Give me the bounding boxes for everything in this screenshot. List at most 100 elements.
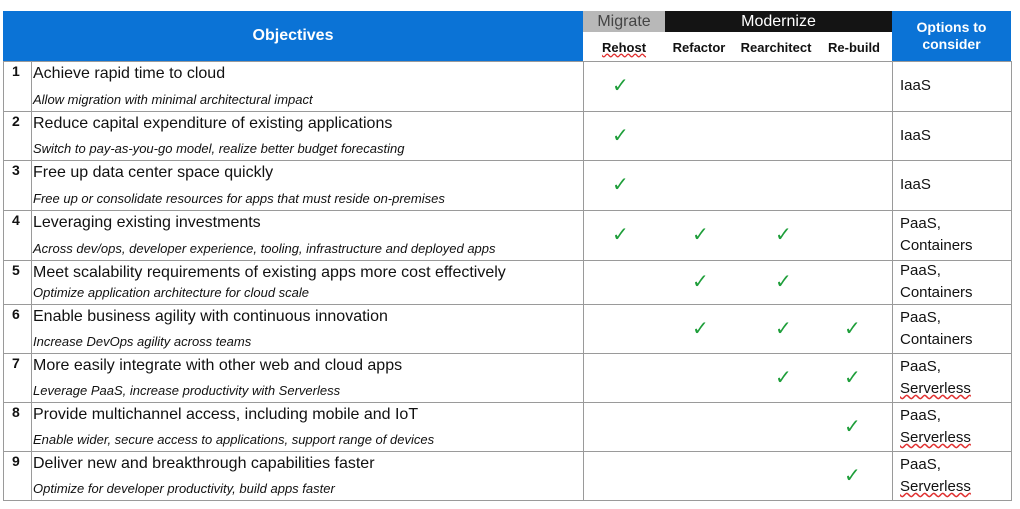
option-label: PaaS, bbox=[900, 262, 941, 279]
row-divider bbox=[3, 210, 1011, 211]
objective-subtitle: Enable wider, secure access to applicati… bbox=[33, 432, 435, 447]
table-row: 4 Leveraging existing investments Across d… bbox=[3, 210, 1011, 260]
header-options: Options to consider bbox=[892, 11, 1011, 61]
row-divider bbox=[3, 353, 1011, 354]
column-divider bbox=[3, 61, 4, 501]
row-divider bbox=[3, 500, 1011, 501]
objective-subtitle: Free up or consolidate resources for app… bbox=[33, 191, 445, 206]
option-label: PaaS, bbox=[900, 358, 941, 375]
objective-title: More easily integrate with other web and… bbox=[33, 357, 403, 374]
row-number: 3 bbox=[12, 162, 20, 178]
option-label: PaaS, bbox=[900, 215, 941, 232]
check-icon-rebuild: ✓ bbox=[844, 318, 861, 340]
objective-title: Provide multichannel access, including m… bbox=[33, 406, 419, 423]
objective-subtitle: Leverage PaaS, increase productivity wit… bbox=[33, 383, 341, 398]
header-rearchitect: Rearchitect bbox=[740, 39, 812, 55]
row-divider bbox=[3, 402, 1011, 403]
row-number: 1 bbox=[12, 63, 20, 79]
objective-title: Deliver new and breakthrough capabilitie… bbox=[33, 455, 375, 472]
check-icon-rearchitect: ✓ bbox=[775, 224, 792, 246]
row-number: 9 bbox=[12, 453, 20, 469]
option-label: Serverless bbox=[900, 429, 971, 446]
column-divider bbox=[583, 61, 584, 501]
check-icon-rebuild: ✓ bbox=[844, 367, 861, 389]
row-number: 6 bbox=[12, 306, 20, 322]
option-label: Serverless bbox=[900, 478, 971, 495]
row-number: 8 bbox=[12, 404, 20, 420]
check-icon-refactor: ✓ bbox=[692, 318, 709, 340]
option-label: Containers bbox=[900, 237, 973, 254]
options-cell: IaaS bbox=[900, 174, 931, 196]
row-divider bbox=[3, 111, 1011, 112]
header-refactor: Refactor bbox=[672, 39, 726, 55]
objective-title: Enable business agility with continuous … bbox=[33, 308, 388, 325]
option-label: Serverless bbox=[900, 380, 971, 397]
objective-subtitle: Optimize for developer productivity, bui… bbox=[33, 481, 335, 496]
column-divider bbox=[31, 61, 32, 501]
table-row: 8 Provide multichannel access, including … bbox=[3, 402, 1011, 451]
objective-title: Free up data center space quickly bbox=[33, 164, 274, 181]
row-number: 5 bbox=[12, 262, 20, 278]
objective-title: Reduce capital expenditure of existing a… bbox=[33, 115, 393, 132]
row-divider bbox=[3, 260, 1011, 261]
check-icon-refactor: ✓ bbox=[692, 224, 709, 246]
options-cell: PaaS, Containers bbox=[900, 307, 973, 351]
check-icon-rehost: ✓ bbox=[612, 174, 629, 196]
objective-subtitle: Optimize application architecture for cl… bbox=[33, 285, 310, 300]
header-rebuild: Re-build bbox=[828, 39, 880, 55]
row-divider bbox=[3, 160, 1011, 161]
option-label: Containers bbox=[900, 284, 973, 301]
objective-subtitle: Across dev/ops, developer experience, to… bbox=[33, 241, 496, 256]
options-cell: PaaS, Serverless bbox=[900, 356, 971, 400]
table-row: 3 Free up data center space quickly Free u… bbox=[3, 160, 1011, 210]
check-icon-rearchitect: ✓ bbox=[775, 318, 792, 340]
row-number: 7 bbox=[12, 355, 20, 371]
options-cell: IaaS bbox=[900, 75, 931, 97]
check-icon-rehost: ✓ bbox=[612, 224, 629, 246]
row-divider bbox=[3, 61, 1011, 62]
table-row: 7 More easily integrate with other web an… bbox=[3, 353, 1011, 402]
check-icon-rebuild: ✓ bbox=[844, 416, 861, 438]
options-cell: IaaS bbox=[900, 125, 931, 147]
option-label: PaaS, bbox=[900, 456, 941, 473]
option-label: PaaS, bbox=[900, 407, 941, 424]
options-cell: PaaS, Containers bbox=[900, 213, 973, 257]
table-row: 1 Achieve rapid time to cloud Allow migrat… bbox=[3, 61, 1011, 111]
header-rehost: Rehost bbox=[583, 34, 665, 60]
objective-subtitle: Allow migration with minimal architectur… bbox=[33, 92, 313, 107]
header-options-line1: Options to bbox=[916, 19, 987, 35]
check-icon-rebuild: ✓ bbox=[844, 465, 861, 487]
objective-title: Achieve rapid time to cloud bbox=[33, 65, 226, 82]
option-label: IaaS bbox=[900, 176, 931, 193]
row-divider bbox=[3, 451, 1011, 452]
option-label: Containers bbox=[900, 331, 973, 348]
column-divider bbox=[1011, 61, 1012, 501]
objective-subtitle: Increase DevOps agility across teams bbox=[33, 334, 252, 349]
row-number: 4 bbox=[12, 212, 20, 228]
header-objectives: Objectives bbox=[3, 11, 583, 61]
objective-title: Meet scalability requirements of existin… bbox=[33, 264, 506, 281]
check-icon-rehost: ✓ bbox=[612, 75, 629, 97]
check-icon-rearchitect: ✓ bbox=[775, 367, 792, 389]
header-rehost-label: Rehost bbox=[601, 39, 647, 55]
header-migrate: Migrate bbox=[583, 11, 665, 32]
table-row: 9 Deliver new and breakthrough capabiliti… bbox=[3, 451, 1011, 500]
option-label: IaaS bbox=[900, 127, 931, 144]
row-number: 2 bbox=[12, 113, 20, 129]
table-row: 6 Enable business agility with continuous… bbox=[3, 304, 1011, 353]
objective-title: Leveraging existing investments bbox=[33, 214, 261, 231]
options-cell: PaaS, Serverless bbox=[900, 454, 971, 498]
options-cell: PaaS, Containers bbox=[900, 260, 973, 304]
check-icon-rehost: ✓ bbox=[612, 125, 629, 147]
header-options-line2: consider bbox=[922, 36, 981, 52]
check-icon-refactor: ✓ bbox=[692, 271, 709, 293]
header-modernize: Modernize bbox=[665, 11, 892, 32]
option-label: PaaS, bbox=[900, 309, 941, 326]
table-row: 5 Meet scalability requirements of existi… bbox=[3, 260, 1011, 304]
column-divider bbox=[892, 61, 893, 501]
table-row: 2 Reduce capital expenditure of existing … bbox=[3, 111, 1011, 160]
options-cell: PaaS, Serverless bbox=[900, 405, 971, 449]
check-icon-rearchitect: ✓ bbox=[775, 271, 792, 293]
row-divider bbox=[3, 304, 1011, 305]
option-label: IaaS bbox=[900, 77, 931, 94]
